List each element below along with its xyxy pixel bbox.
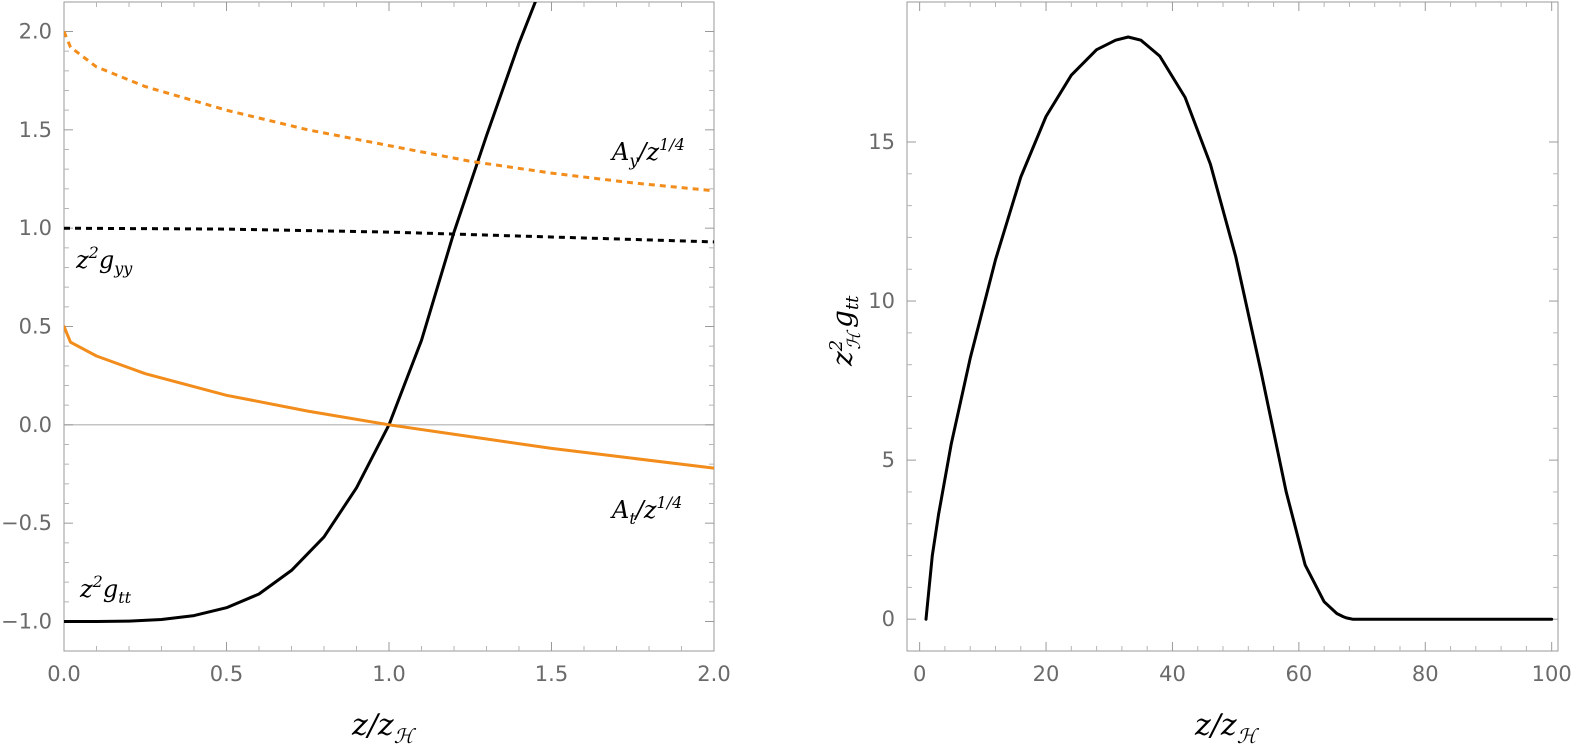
right-y-axis-label: z2ℋgtt [826, 295, 865, 367]
y-tick-label: 1.5 [19, 118, 52, 142]
y-tick-label: −1.0 [1, 610, 52, 634]
annotation-Ay: Ay/z1/4 [610, 135, 685, 170]
right-series [924, 35, 1554, 621]
right-plot-frame [906, 1, 1559, 652]
left-panel: 0.0 0.5 1.0 1.5 2.0 −1.0 −0.5 0.0 0.5 1.0 1.5 2.0 z… [1, 1, 731, 748]
right-ticks: 0 20 40 60 80 100 0 5 10 15 [868, 2, 1572, 686]
left-plot-frame [63, 1, 715, 652]
annotation-z2gtt: z2gtt [79, 572, 132, 607]
y-tick-label: 0 [882, 607, 895, 631]
y-tick-label: 1.0 [19, 216, 52, 240]
x-tick-label: 0.5 [210, 662, 243, 686]
series-line-0-0 [64, 2, 537, 623]
left-annotations: z2gtt z2gyy Ay/z1/4 At/z1/4 [75, 135, 685, 607]
x-tick-label: 20 [1033, 662, 1060, 686]
y-tick-label: 2.0 [19, 20, 52, 44]
y-tick-label: 5 [882, 448, 895, 472]
annotation-z2gyy: z2gyy [75, 243, 133, 278]
x-tick-label: 1.0 [372, 662, 405, 686]
x-tick-label: 0.0 [47, 662, 80, 686]
x-tick-label: 80 [1412, 662, 1439, 686]
right-panel: 0 20 40 60 80 100 0 5 10 15 z/zℋ z2ℋgtt [826, 1, 1572, 748]
left-x-axis-label: z/zℋ [351, 708, 417, 748]
x-tick-label: 2.0 [697, 662, 730, 686]
x-tick-label: 60 [1285, 662, 1312, 686]
y-tick-label: −0.5 [1, 511, 52, 535]
left-ticks: 0.0 0.5 1.0 1.5 2.0 −1.0 −0.5 0.0 0.5 1.0 1.5 2.0 [1, 2, 731, 686]
x-tick-label: 40 [1159, 662, 1186, 686]
annotation-At: At/z1/4 [610, 493, 682, 528]
series-line-0-2 [64, 226, 714, 244]
series-line-1-0 [924, 35, 1554, 621]
x-tick-label: 100 [1532, 662, 1572, 686]
y-tick-label: 10 [868, 289, 895, 313]
series-line-0-3 [64, 325, 714, 470]
left-series [64, 2, 714, 623]
x-tick-label: 1.5 [535, 662, 568, 686]
x-tick-label: 0 [913, 662, 926, 686]
y-tick-label: 15 [868, 130, 895, 154]
y-tick-label: 0.0 [19, 413, 52, 437]
right-x-axis-label: z/zℋ [1194, 708, 1260, 748]
series-line-0-1 [64, 30, 714, 193]
y-tick-label: 0.5 [19, 315, 52, 339]
